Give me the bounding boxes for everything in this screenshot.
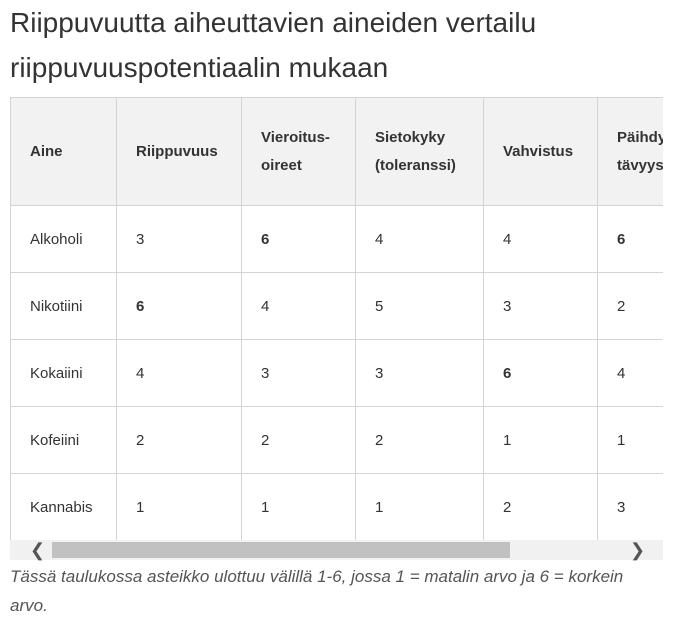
- score-cell: 1: [483, 406, 598, 474]
- score-cell: 6: [483, 339, 598, 407]
- table-row: Kannabis 1 1 1 2 3: [10, 473, 663, 540]
- substance-cell: Nikotiini: [10, 272, 117, 340]
- table-scroll: Aine Riippuvuus Vieroitus-oireet Sietokyky …: [10, 97, 663, 540]
- table-body: Alkoholi 3 6 4 4 6 Nikotiini 6 4 5 3 2 Kokaiini 4 3 3 6 4…: [10, 205, 663, 540]
- score-cell: 6: [116, 272, 242, 340]
- substance-cell: Kokaiini: [10, 339, 117, 407]
- score-cell: 3: [483, 272, 598, 340]
- score-cell: 2: [241, 406, 356, 474]
- header-cell: Riippuvuus: [116, 97, 242, 206]
- table-row: Alkoholi 3 6 4 4 6: [10, 205, 663, 273]
- score-cell: 2: [116, 406, 242, 474]
- table-row: Nikotiini 6 4 5 3 2: [10, 272, 663, 340]
- header-row: Aine Riippuvuus Vieroitus-oireet Sietokyky …: [10, 97, 663, 206]
- score-cell: 3: [241, 339, 356, 407]
- score-cell: 3: [597, 473, 663, 540]
- table: Aine Riippuvuus Vieroitus-oireet Sietokyky …: [10, 97, 663, 540]
- header-cell: Sietokyky (toleranssi): [355, 97, 484, 206]
- caption: Tässä taulukossa asteikko ulottuu välill…: [10, 567, 624, 615]
- scroll-thumb[interactable]: [52, 542, 510, 558]
- header-cell: Aine: [10, 97, 117, 206]
- score-cell: 1: [116, 473, 242, 540]
- score-cell: 3: [355, 339, 484, 407]
- substance-cell: Kannabis: [10, 473, 117, 540]
- score-cell: 2: [483, 473, 598, 540]
- substance-cell: Kofeiini: [10, 406, 117, 474]
- score-cell: 6: [241, 205, 356, 273]
- score-cell: 1: [597, 406, 663, 474]
- score-cell: 1: [355, 473, 484, 540]
- score-cell: 4: [241, 272, 356, 340]
- score-cell: 4: [116, 339, 242, 407]
- score-cell: 6: [597, 205, 663, 273]
- score-cell: 2: [597, 272, 663, 340]
- score-cell: 4: [597, 339, 663, 407]
- header-cell: Vieroitus-oireet: [241, 97, 356, 206]
- scroll-right[interactable]: ❯: [630, 540, 646, 560]
- score-cell: 4: [355, 205, 484, 273]
- table-row: Kokaiini 4 3 3 6 4: [10, 339, 663, 407]
- score-cell: 2: [355, 406, 484, 474]
- title: Riippuvuutta aiheuttavien aineiden verta…: [10, 7, 537, 83]
- score-cell: 3: [116, 205, 242, 273]
- header-cell: Vahvistus: [483, 97, 598, 206]
- substance-cell: Alkoholi: [10, 205, 117, 273]
- scrollbar[interactable]: ❮ ❯: [10, 540, 663, 560]
- table-row: Kofeiini 2 2 2 1 1: [10, 406, 663, 474]
- score-cell: 1: [241, 473, 356, 540]
- score-cell: 4: [483, 205, 598, 273]
- scroll-left[interactable]: ❮: [30, 540, 46, 560]
- score-cell: 5: [355, 272, 484, 340]
